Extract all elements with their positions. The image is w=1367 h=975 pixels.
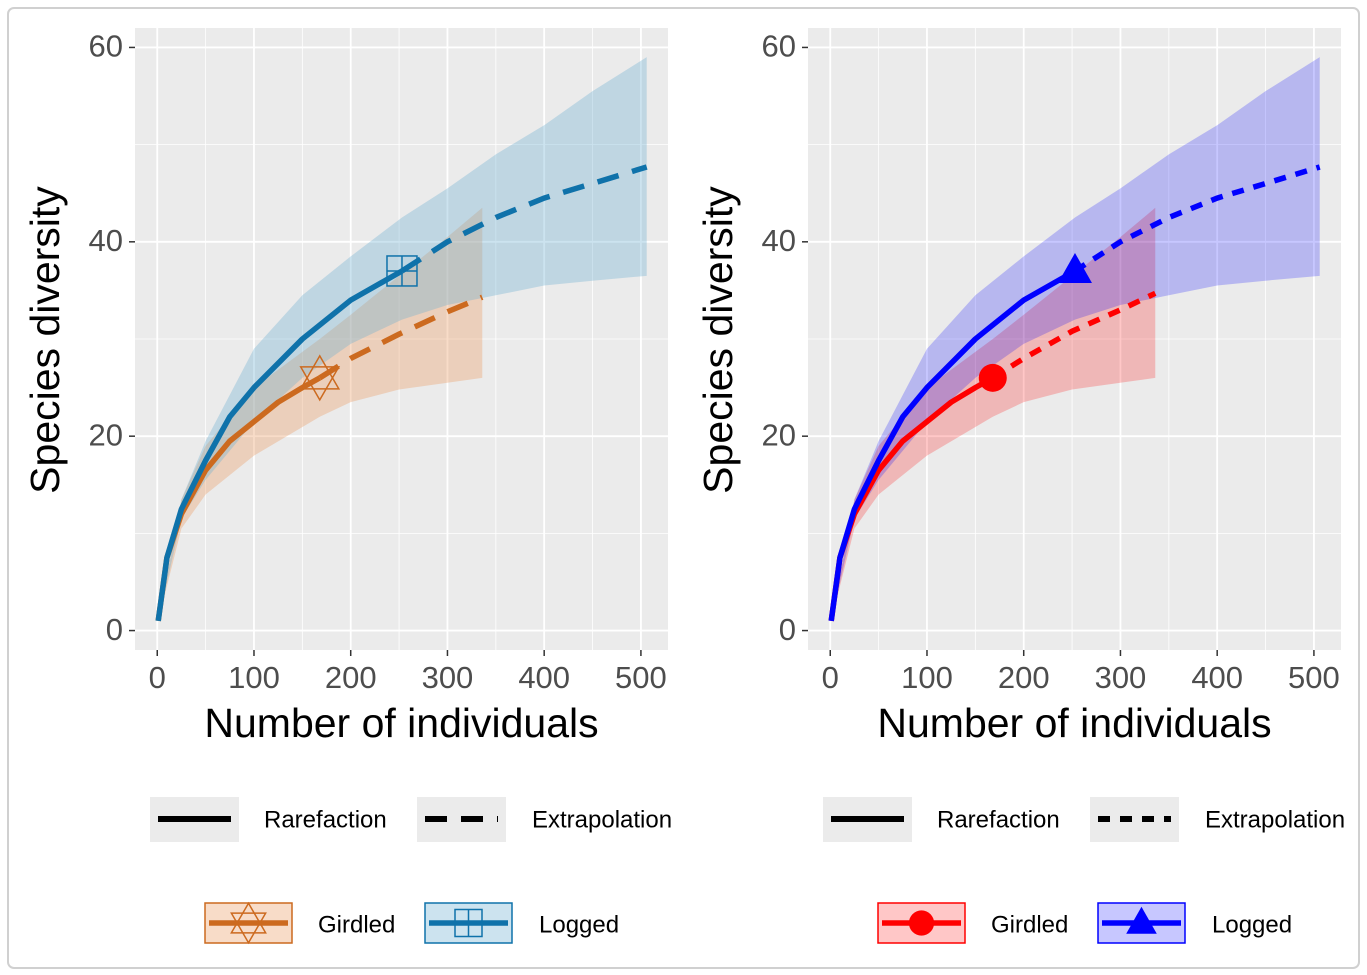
marker-shape <box>1057 252 1092 283</box>
x-tick-label: 200 <box>325 660 377 695</box>
x-tick-label: 300 <box>422 660 474 695</box>
confidence-band <box>831 57 1320 621</box>
y-axis-title: Species diversity <box>695 186 741 494</box>
marker-shape <box>230 912 267 945</box>
y-tick-label: 40 <box>89 223 123 258</box>
y-tick-label: 20 <box>89 417 123 452</box>
marker <box>299 354 341 402</box>
marker-shape <box>386 255 417 286</box>
extrapolation-line <box>991 290 1157 381</box>
x-tick-label: 500 <box>615 660 667 695</box>
confidence-band <box>158 207 483 621</box>
y-tick-label: 60 <box>89 29 123 64</box>
legend-label: Girdled <box>991 911 1068 938</box>
marker-shape <box>1126 906 1157 934</box>
x-tick-label: 0 <box>149 660 166 695</box>
x-axis-title: Number of individuals <box>204 700 598 746</box>
extrapolation-line <box>400 164 648 274</box>
y-axis-title: Species diversity <box>22 186 68 494</box>
x-tick-label: 400 <box>518 660 570 695</box>
extrapolation-line <box>1073 164 1321 274</box>
marker <box>908 910 935 936</box>
marker <box>978 363 1007 392</box>
x-tick-label: 100 <box>228 660 280 695</box>
x-tick-label: 0 <box>822 660 839 695</box>
confidence-band <box>158 57 647 621</box>
marker <box>1057 252 1092 283</box>
x-tick-label: 300 <box>1095 660 1147 695</box>
y-tick-label: 20 <box>762 417 796 452</box>
rarefaction-line <box>828 268 1077 622</box>
marker-shape <box>978 363 1007 392</box>
y-tick-label: 0 <box>779 612 796 647</box>
marker-shape <box>230 901 267 934</box>
y-tick-label: 40 <box>762 223 796 258</box>
rarefaction-line <box>155 268 404 622</box>
marker <box>454 908 483 938</box>
marker <box>386 255 418 287</box>
legend-label: Extrapolation <box>1205 806 1345 833</box>
legend-label: Extrapolation <box>532 806 672 833</box>
marker-shape <box>299 354 341 390</box>
marker-shape <box>299 366 341 402</box>
y-tick-label: 0 <box>106 612 123 647</box>
marker <box>1126 906 1157 934</box>
x-tick-label: 100 <box>901 660 953 695</box>
legend-label: Girdled <box>318 911 395 938</box>
x-axis-title: Number of individuals <box>877 700 1271 746</box>
y-tick-label: 60 <box>762 29 796 64</box>
x-tick-label: 200 <box>998 660 1050 695</box>
x-tick-label: 400 <box>1191 660 1243 695</box>
confidence-band <box>831 207 1156 621</box>
legend-label: Rarefaction <box>264 806 387 833</box>
legend-label: Rarefaction <box>937 806 1060 833</box>
extrapolation-line <box>318 294 484 381</box>
marker-shape <box>455 909 482 937</box>
legend-label: Logged <box>1212 911 1292 938</box>
marker-shape <box>908 910 935 936</box>
legend-label: Logged <box>539 911 619 938</box>
x-tick-label: 500 <box>1288 660 1340 695</box>
marker <box>230 901 267 945</box>
